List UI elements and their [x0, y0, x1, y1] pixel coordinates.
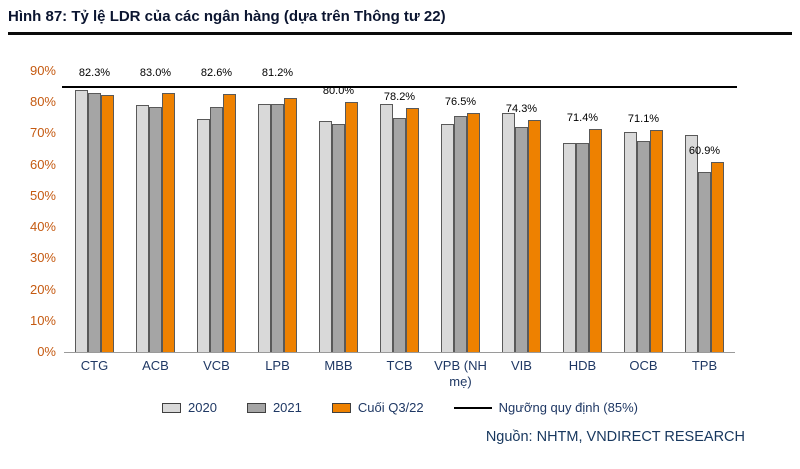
bar-2020 [685, 135, 698, 352]
bar-2020 [136, 105, 149, 352]
y-tick-label: 10% [29, 312, 56, 328]
bar-2020 [563, 142, 576, 352]
bar-2020 [319, 120, 332, 352]
bar-cu-i-q3-22 [162, 92, 175, 352]
bar-2021 [393, 117, 406, 352]
y-tick-label: 20% [29, 281, 56, 297]
category-label: HDB [568, 358, 597, 373]
y-tick-label: 80% [29, 94, 56, 110]
data-label: 60.9% [688, 144, 721, 157]
threshold-line [62, 85, 737, 88]
bar-2021 [454, 116, 467, 352]
bar-2021 [210, 106, 223, 352]
bar-cu-i-q3-22 [284, 98, 297, 352]
y-tick-label: 0% [37, 344, 56, 359]
plot-area: 0% 10% 20% 30% 40% 50% 60% 70% 80% 90% 82.3% 83.0% 8… [30, 64, 737, 359]
data-label: 82.3% [78, 66, 111, 79]
y-tick-label: 70% [29, 125, 56, 141]
legend-item: Cuối Q3/22 [331, 400, 424, 415]
legend-label: Cuối Q3/22 [357, 400, 424, 415]
category-label: CTG [80, 358, 109, 373]
category-label: ACB [142, 358, 169, 373]
category-label: TPB [691, 358, 718, 373]
bar-cu-i-q3-22 [101, 95, 114, 352]
legend-swatch-icon [162, 402, 182, 413]
y-tick-label: 90% [29, 63, 56, 78]
bar-2020 [75, 89, 88, 352]
bar-2021 [576, 142, 589, 352]
bar-cu-i-q3-22 [223, 94, 236, 352]
bar-cu-i-q3-22 [650, 130, 663, 352]
bar-2020 [441, 124, 454, 352]
y-tick-label: 50% [29, 187, 56, 203]
bar-group: 60.9% [674, 71, 735, 352]
bar-cu-i-q3-22 [711, 161, 724, 352]
bar-cu-i-q3-22 [528, 120, 541, 352]
category-label: TCB [386, 358, 413, 373]
threshold-line-icon [453, 406, 492, 409]
data-label: 76.5% [444, 96, 477, 109]
legend-swatch-icon [246, 402, 266, 413]
data-label: 74.3% [505, 103, 538, 116]
legend-label: Ngưỡng quy định (85%) [498, 400, 638, 415]
bar-group: 74.3% [491, 71, 552, 352]
bar-2021 [332, 124, 345, 352]
bar-cu-i-q3-22 [589, 129, 602, 352]
bar-group: 81.2% [247, 67, 308, 352]
bar-2021 [515, 127, 528, 352]
bar-2020 [380, 103, 393, 352]
legend-item: 2020 [162, 400, 217, 415]
legend-swatch-icon [331, 402, 351, 413]
data-label: 81.2% [261, 66, 294, 79]
data-label: 80.0% [322, 85, 355, 98]
bar-2021 [149, 106, 162, 352]
report-figure: Hình 87: Tỷ lệ LDR của các ngân hàng (dự… [0, 0, 800, 445]
bar-cu-i-q3-22 [345, 102, 358, 352]
bar-group: 71.4% [552, 71, 613, 352]
category-label: LPB [265, 358, 290, 373]
ldr-bar-chart: 0% 10% 20% 30% 40% 50% 60% 70% 80% 90% 82.3% 83.0% 8… [30, 64, 737, 359]
bar-2021 [698, 172, 711, 352]
category-label: MBB [324, 358, 353, 373]
y-tick-label: 30% [29, 250, 56, 266]
bar-2021 [88, 92, 101, 352]
category-label: OCB [629, 358, 658, 373]
bar-group: 83.0% [125, 67, 186, 352]
data-label: 71.1% [627, 113, 660, 126]
legend: 2020 2021 Cuối Q3/22 Ngưỡng quy định (85%) [0, 400, 800, 415]
legend-label: 2020 [188, 400, 217, 415]
category-label: VCB [203, 358, 230, 373]
bar-2020 [258, 103, 271, 352]
category-label: VIB [511, 358, 532, 373]
legend-item-threshold: Ngưỡng quy định (85%) [453, 400, 638, 415]
bar-cu-i-q3-22 [467, 113, 480, 352]
data-label: 83.0% [139, 66, 172, 79]
bar-group: 82.6% [186, 67, 247, 352]
bar-group: 80.0% [308, 71, 369, 352]
bar-2020 [197, 119, 210, 352]
figure-title: Hình 87: Tỷ lệ LDR của các ngân hàng (dự… [8, 8, 446, 25]
header-divider [8, 32, 792, 35]
legend-label: 2021 [272, 400, 302, 415]
category-label: VPB (NH mẹ) [434, 358, 487, 389]
bar-cu-i-q3-22 [406, 107, 419, 352]
bar-2021 [271, 103, 284, 352]
bar-group: 78.2% [369, 71, 430, 352]
figure-header: Hình 87: Tỷ lệ LDR của các ngân hàng (dự… [0, 0, 800, 27]
legend-item: 2021 [246, 400, 302, 415]
bar-group: 71.1% [613, 71, 674, 352]
x-axis-labels: CTG ACB VCB LPB MBB TCB VPB (NH mẹ) VIB HDB OCB TP… [64, 358, 735, 392]
data-label: 78.2% [383, 90, 416, 103]
data-label: 82.6% [200, 66, 233, 79]
y-tick-label: 40% [29, 219, 56, 235]
bar-group: 76.5% [430, 71, 491, 352]
data-label: 71.4% [566, 112, 599, 125]
bar-2020 [624, 131, 637, 352]
y-tick-label: 60% [29, 156, 56, 172]
bar-2021 [637, 141, 650, 352]
bar-2020 [502, 113, 515, 352]
source-note: Nguồn: NHTM, VNDIRECT RESEARCH [485, 429, 745, 445]
bar-group: 82.3% [64, 67, 125, 352]
